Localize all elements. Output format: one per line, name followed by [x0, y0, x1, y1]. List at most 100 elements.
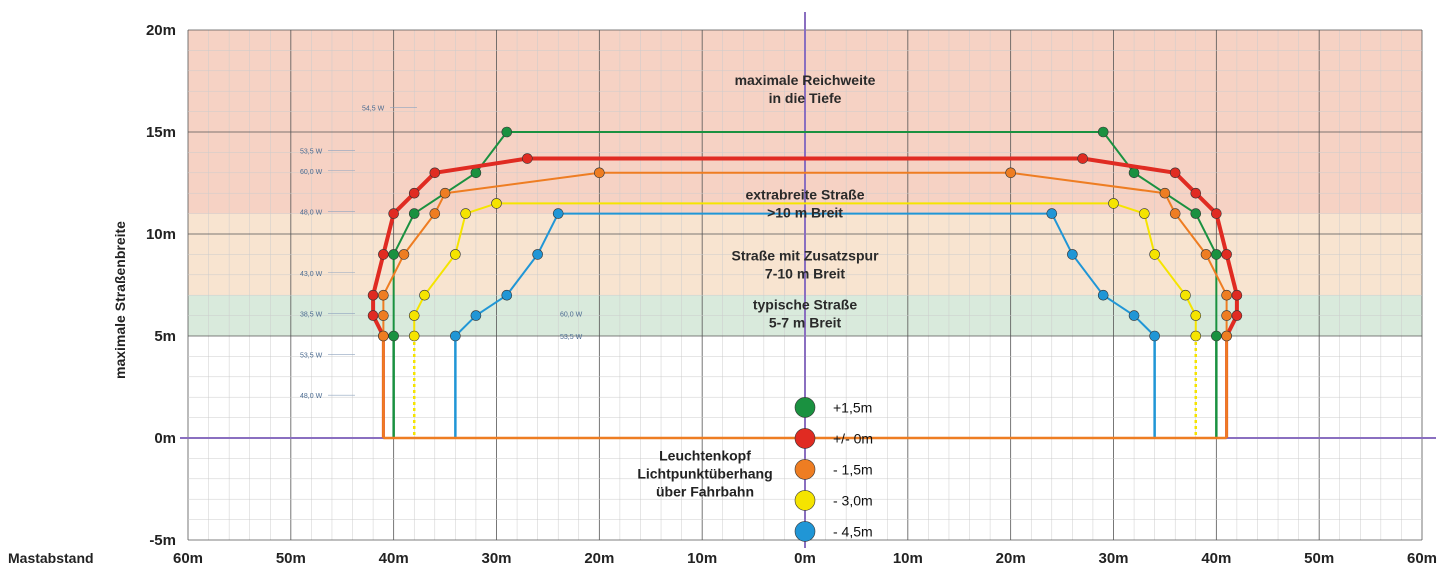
- data-point: [367, 310, 379, 321]
- data-point: [1169, 208, 1181, 219]
- data-point: [1149, 330, 1160, 342]
- y-tick-label: -5m: [149, 532, 176, 549]
- data-point: [522, 153, 533, 164]
- data-point: [1169, 167, 1181, 179]
- x-tick-label: 50m: [276, 550, 306, 567]
- y-tick-label: 5m: [154, 328, 176, 345]
- data-point: [450, 249, 461, 260]
- data-point: [1077, 153, 1088, 164]
- data-point: [1046, 208, 1058, 219]
- x-tick-label: 40m: [1201, 550, 1231, 567]
- wattage-label: 60,0 W: [300, 169, 323, 176]
- data-point: [1139, 208, 1150, 219]
- data-point: [450, 330, 461, 342]
- wattage-label: 54,5 W: [362, 106, 385, 113]
- data-point: [470, 167, 482, 179]
- wattage-label: 53,5 W: [300, 148, 323, 155]
- wattage-label: 38,5 W: [300, 312, 323, 319]
- x-tick-label: 50m: [1304, 550, 1334, 567]
- legend-label: +1,5m: [833, 399, 872, 415]
- x-tick-label: 10m: [687, 550, 717, 567]
- data-point: [408, 187, 420, 199]
- data-point: [1231, 310, 1243, 321]
- data-point: [1200, 249, 1212, 260]
- zone-label: typische Straße: [753, 296, 857, 312]
- x-tick-label: 10m: [893, 550, 923, 567]
- data-point: [408, 208, 420, 219]
- data-point: [1097, 126, 1109, 138]
- data-point: [1211, 330, 1222, 342]
- data-point: [378, 249, 389, 260]
- x-tick-label: 0m: [794, 550, 816, 567]
- data-point: [552, 208, 564, 219]
- zone-label: 5-7 m Breit: [769, 314, 842, 330]
- data-point: [501, 126, 513, 138]
- data-point: [460, 208, 471, 219]
- y-tick-label: 0m: [154, 430, 176, 447]
- y-tick-label: 10m: [146, 226, 176, 243]
- data-point: [532, 249, 543, 260]
- data-point: [1211, 208, 1222, 219]
- legend-marker: [794, 428, 816, 449]
- data-point: [1108, 198, 1119, 209]
- wattage-label: 43,0 W: [300, 271, 323, 278]
- legend-marker: [794, 459, 816, 480]
- data-point: [1221, 289, 1232, 301]
- wattage-label: 48,0 W: [300, 210, 323, 217]
- wattage-label: 60,0 W: [560, 312, 583, 319]
- legend-label: - 4,5m: [833, 523, 873, 539]
- legend-label: +/- 0m: [833, 430, 873, 446]
- series-line: [392, 131, 1218, 336]
- data-point: [1128, 310, 1140, 321]
- legend: +1,5m +/- 0m - 1,5m - 3,0m - 4,5m Leuchtenkop…: [637, 397, 873, 542]
- y-axis-title: maximale Straßenbreite: [112, 221, 128, 379]
- legend-label: - 1,5m: [833, 461, 873, 477]
- data-point: [429, 208, 441, 219]
- data-point: [1159, 187, 1171, 199]
- zone-label: Straße mit Zusatzspur: [731, 248, 879, 264]
- legend-marker: [794, 521, 816, 542]
- data-point: [1190, 208, 1202, 219]
- data-point: [1221, 249, 1232, 260]
- legend-label: - 3,0m: [833, 492, 873, 508]
- data-point: [408, 310, 420, 321]
- data-point: [470, 310, 482, 321]
- wattage-label: 48,0 W: [300, 393, 323, 400]
- data-point: [1005, 167, 1016, 179]
- data-point: [419, 289, 430, 301]
- data-point: [378, 330, 389, 342]
- zone-label: in die Tiefe: [769, 90, 842, 106]
- data-point: [378, 310, 389, 321]
- data-point: [1190, 310, 1202, 321]
- data-point: [1067, 249, 1078, 260]
- data-point: [429, 167, 441, 179]
- x-tick-label: 30m: [481, 550, 511, 567]
- data-point: [388, 208, 399, 219]
- legend-marker: [794, 397, 816, 418]
- data-point: [408, 330, 420, 342]
- zone-label: >10 m Breit: [767, 204, 843, 220]
- series-layer: [367, 126, 1243, 440]
- legend-marker: [794, 490, 816, 511]
- x-tick-label: 60m: [173, 550, 203, 567]
- series-line: [371, 156, 1239, 337]
- data-point: [388, 330, 399, 342]
- y-tick-label: 20m: [146, 22, 176, 39]
- legend-title: Lichtpunktüberhang: [637, 465, 772, 481]
- legend-title: Leuchtenkopf: [659, 447, 751, 463]
- data-point: [1128, 167, 1140, 179]
- zone-label: extrabreite Straße: [745, 186, 864, 202]
- data-point: [388, 249, 399, 260]
- data-point: [1231, 289, 1243, 301]
- data-point: [1180, 289, 1191, 301]
- data-point: [1190, 330, 1202, 342]
- data-point: [501, 289, 513, 301]
- y-tick-label: 15m: [146, 124, 176, 141]
- x-tick-label: 60m: [1407, 550, 1437, 567]
- series-line: [454, 212, 1156, 337]
- zone-label: maximale Reichweite: [735, 72, 876, 88]
- data-point: [367, 289, 379, 301]
